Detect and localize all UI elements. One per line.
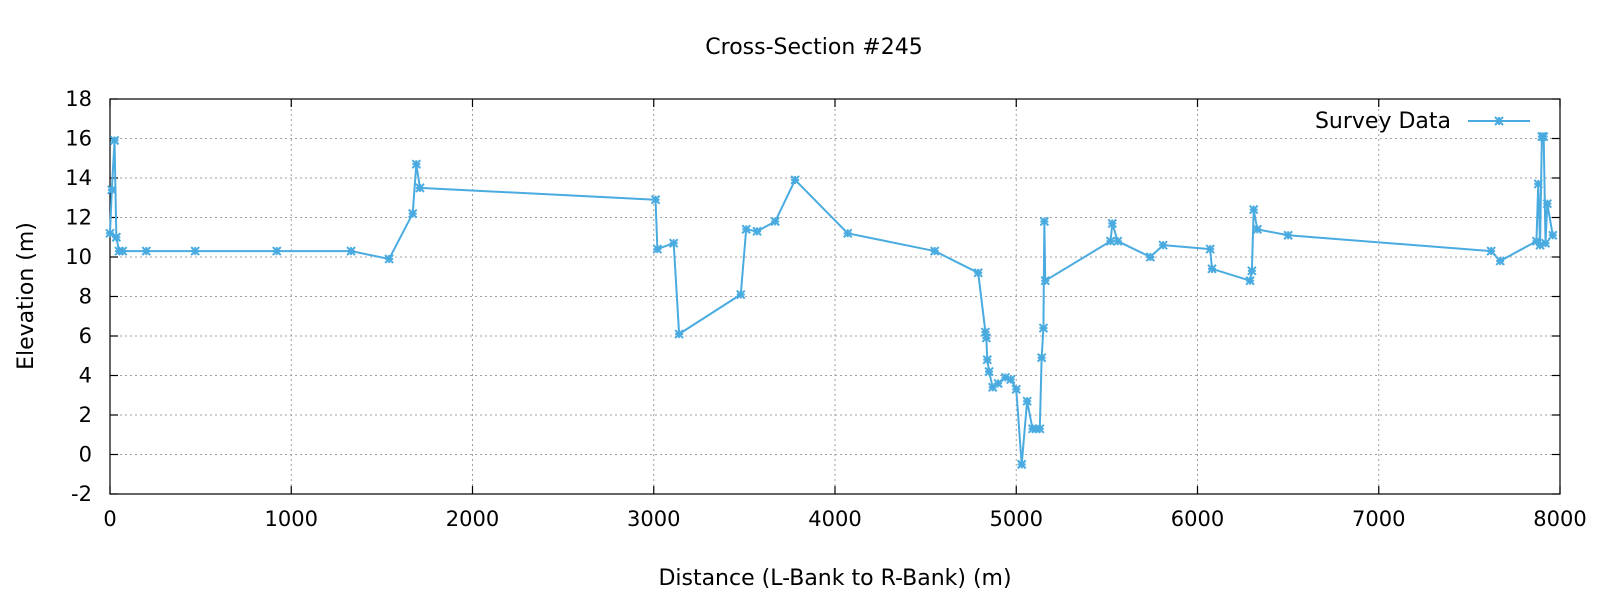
data-point bbox=[1022, 396, 1032, 406]
y-tick-label: 8 bbox=[79, 285, 92, 309]
data-point bbox=[1486, 246, 1496, 256]
data-point bbox=[117, 246, 128, 256]
data-point bbox=[1533, 179, 1543, 189]
data-point bbox=[1158, 240, 1168, 250]
data-point bbox=[105, 228, 115, 239]
y-tick-label: 12 bbox=[65, 206, 92, 230]
grid-lines bbox=[110, 99, 1560, 494]
data-point bbox=[415, 183, 425, 193]
x-tick-label: 7000 bbox=[1352, 507, 1405, 531]
data-point bbox=[407, 208, 418, 219]
y-tick-label: 4 bbox=[79, 364, 92, 388]
series-layer bbox=[105, 131, 1558, 470]
data-point bbox=[1040, 275, 1050, 286]
x-tick-label: 0 bbox=[103, 507, 116, 531]
data-point bbox=[1016, 459, 1027, 470]
data-point bbox=[741, 224, 751, 235]
y-tick-label: 18 bbox=[65, 87, 92, 111]
data-point bbox=[1006, 374, 1016, 385]
y-tick-label: 6 bbox=[79, 324, 92, 348]
legend-marker bbox=[1494, 116, 1504, 126]
data-point bbox=[107, 185, 117, 195]
data-point bbox=[668, 238, 679, 248]
data-point bbox=[1247, 266, 1257, 276]
x-tick-label: 1000 bbox=[265, 507, 318, 531]
x-axis-label: Distance (L-Bank to R-Bank) (m) bbox=[658, 566, 1011, 591]
data-point bbox=[1145, 252, 1156, 262]
data-point bbox=[981, 333, 992, 343]
data-point bbox=[650, 195, 661, 205]
axis-ticks: 0 1000 2000 3000 4000 5000 6000 7000 8000 -2 0 2 4 6 8… bbox=[65, 87, 1586, 531]
data-point bbox=[1538, 131, 1549, 142]
data-point bbox=[1038, 323, 1049, 333]
data-point bbox=[1035, 424, 1045, 434]
data-point bbox=[1107, 218, 1118, 229]
data-point bbox=[752, 226, 762, 237]
data-point bbox=[141, 246, 151, 256]
data-point bbox=[346, 246, 356, 256]
data-point bbox=[929, 246, 940, 256]
data-point bbox=[1036, 353, 1047, 363]
data-point bbox=[982, 354, 992, 365]
data-point bbox=[1540, 238, 1551, 248]
legend: Survey Data bbox=[1315, 109, 1530, 134]
x-tick-label: 5000 bbox=[990, 507, 1043, 531]
data-point bbox=[1245, 275, 1255, 286]
data-point bbox=[190, 246, 200, 256]
data-point bbox=[384, 254, 394, 264]
data-point bbox=[411, 159, 422, 169]
data-point bbox=[1252, 224, 1263, 235]
data-point bbox=[1494, 116, 1504, 126]
data-point bbox=[1495, 256, 1505, 266]
x-tick-label: 2000 bbox=[446, 507, 499, 531]
data-point bbox=[842, 228, 853, 239]
y-tick-label: 10 bbox=[65, 245, 92, 269]
plot-area bbox=[109, 98, 1561, 495]
x-tick-label: 8000 bbox=[1533, 507, 1586, 531]
y-tick-label: 0 bbox=[79, 443, 92, 467]
data-point bbox=[736, 289, 746, 300]
data-point bbox=[984, 366, 994, 377]
legend-label: Survey Data bbox=[1315, 109, 1451, 134]
data-point bbox=[109, 135, 120, 146]
data-point bbox=[1283, 230, 1293, 240]
y-tick-label: -2 bbox=[71, 482, 92, 506]
data-point bbox=[1011, 384, 1021, 395]
chart-title: Cross-Section #245 bbox=[705, 35, 922, 60]
data-point bbox=[770, 216, 780, 227]
data-point bbox=[1542, 198, 1553, 209]
y-tick-label: 2 bbox=[79, 403, 92, 427]
y-tick-label: 14 bbox=[65, 166, 92, 190]
data-point bbox=[1105, 236, 1116, 246]
data-point bbox=[674, 329, 684, 339]
data-point bbox=[1207, 264, 1217, 274]
data-point bbox=[1113, 236, 1123, 246]
data-point bbox=[1039, 216, 1050, 227]
data-point bbox=[111, 232, 122, 242]
data-point bbox=[790, 175, 800, 185]
data-point bbox=[1205, 244, 1215, 254]
data-point bbox=[272, 246, 282, 256]
data-point bbox=[987, 382, 998, 393]
y-tick-label: 16 bbox=[65, 127, 92, 151]
data-point bbox=[1548, 230, 1558, 240]
y-axis-label: Elevation (m) bbox=[14, 222, 39, 370]
x-tick-label: 3000 bbox=[627, 507, 680, 531]
data-point bbox=[652, 244, 663, 254]
x-tick-label: 6000 bbox=[1171, 507, 1224, 531]
data-point bbox=[973, 268, 983, 278]
x-tick-label: 4000 bbox=[808, 507, 861, 531]
data-point bbox=[1248, 204, 1259, 215]
